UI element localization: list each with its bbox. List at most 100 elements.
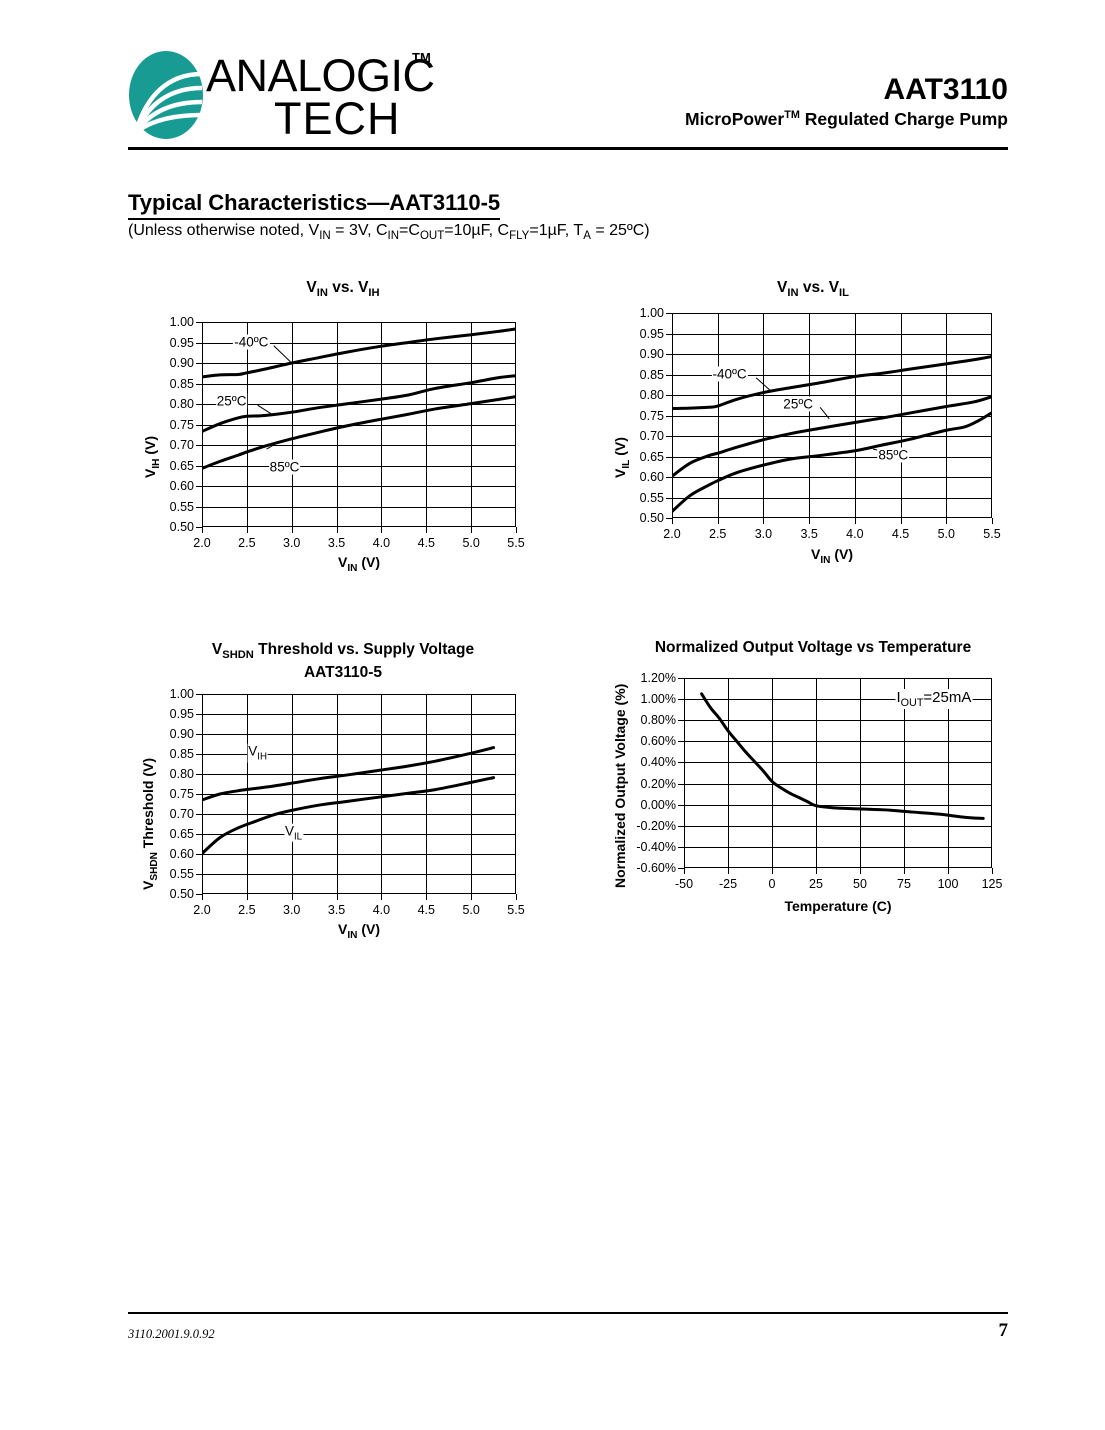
- y-tick-mark: [666, 313, 672, 314]
- y-tick-mark: [666, 354, 672, 355]
- x-tick-label: 4.5: [891, 527, 910, 541]
- gridline-horizontal: [684, 762, 992, 764]
- x-tick-mark: [291, 527, 293, 533]
- x-label-sub: IN: [820, 554, 831, 566]
- y-tick-mark: [196, 322, 202, 323]
- y-tick-label: 0.95: [169, 335, 194, 350]
- y-tick-label: 0.85: [169, 376, 194, 391]
- x-tick-label: 3.5: [327, 536, 346, 550]
- logo-trademark: TM: [412, 50, 431, 65]
- y-tick-label: 0.55: [639, 490, 664, 505]
- chart-title-part: V: [211, 641, 223, 658]
- gridline-horizontal: [202, 342, 516, 344]
- y-tick-mark: [678, 804, 684, 806]
- x-label-sub: IN: [347, 562, 358, 574]
- y-tick-mark: [196, 874, 202, 875]
- y-tick-label: 0.70: [169, 807, 194, 821]
- y-tick-mark: [666, 477, 672, 478]
- y-tick-label: 0.85: [169, 747, 194, 761]
- y-tick-mark: [196, 814, 202, 815]
- gridline-vertical: [728, 678, 729, 868]
- annotation-sub: IL: [293, 831, 303, 843]
- chart-title: VSHDN Threshold vs. Supply Voltage AAT31…: [128, 640, 558, 684]
- x-tick-mark: [336, 894, 338, 900]
- x-label-unit: (V): [357, 921, 380, 937]
- y-tick-label: 0.70: [169, 438, 194, 452]
- x-tick-mark: [684, 868, 685, 874]
- annotation-leader-line: [266, 444, 275, 450]
- x-tick-label: 2.5: [709, 527, 727, 541]
- x-tick-mark: [471, 527, 473, 533]
- curve-annotation: VIH: [247, 743, 268, 763]
- x-label-unit: (V): [357, 554, 380, 570]
- x-tick-mark: [381, 527, 383, 533]
- gridline-horizontal: [202, 424, 516, 426]
- y-tick-label: 0.75: [639, 408, 664, 423]
- gridline-horizontal: [672, 436, 992, 437]
- x-tick-mark: [816, 868, 817, 874]
- x-axis-label: VIN (V): [202, 554, 516, 574]
- y-tick-label: 0.55: [169, 499, 194, 514]
- y-tick-label: 1.00: [169, 687, 194, 701]
- x-tick-label: 5.0: [462, 536, 480, 550]
- chart-title-sub2: IL: [839, 287, 849, 300]
- page-title: Typical Characteristics—AAT3110-5: [128, 190, 501, 220]
- y-tick-mark: [196, 794, 202, 795]
- y-tick-mark: [666, 497, 672, 499]
- x-tick-mark: [992, 868, 993, 874]
- chart-vshdn-threshold: VSHDN Threshold vs. Supply Voltage AAT31…: [128, 640, 558, 941]
- header-title-block: AAT3110 MicroPowerTM Regulated Charge Pu…: [488, 73, 1008, 130]
- y-tick-mark: [678, 762, 684, 764]
- annotation-main: V: [284, 823, 294, 839]
- y-tick-mark: [666, 395, 672, 396]
- y-tick-mark: [196, 894, 202, 895]
- curve-annotation: VIL: [283, 823, 304, 843]
- x-tick-label: 2.5: [238, 903, 256, 917]
- gridline-horizontal: [672, 477, 992, 478]
- annotation-main: V: [248, 743, 258, 759]
- y-tick-mark: [678, 699, 684, 701]
- x-tick-mark: [246, 527, 248, 533]
- x-label-main: V: [338, 554, 348, 570]
- x-tick-mark: [471, 894, 473, 900]
- y-tick-label: 0.90: [169, 727, 194, 741]
- y-tick-mark: [666, 374, 672, 376]
- annotation-sub: IH: [257, 751, 267, 763]
- y-tick-label: 1.00%: [640, 692, 676, 707]
- y-tick-mark: [196, 342, 202, 344]
- gridline-horizontal: [672, 456, 992, 458]
- gridline-vertical: [381, 322, 383, 527]
- header-divider: [128, 147, 1008, 150]
- gridline-vertical: [717, 313, 719, 518]
- gridline-vertical: [809, 313, 811, 518]
- x-tick-label: 4.5: [417, 903, 435, 917]
- y-tick-label: 0.20%: [640, 776, 676, 791]
- y-tick-mark: [196, 527, 202, 528]
- gridline-horizontal: [684, 741, 992, 743]
- y-tick-mark: [196, 465, 202, 467]
- y-tick-label: 0.80: [639, 388, 664, 402]
- y-tick-label: 0.65: [639, 449, 664, 464]
- x-tick-mark: [246, 894, 248, 900]
- y-tick-label: 0.50: [169, 887, 194, 901]
- curve-layer: [700, 692, 985, 820]
- gridline-horizontal: [684, 846, 992, 848]
- x-tick-label: 3.0: [283, 536, 301, 550]
- x-tick-mark: [336, 527, 338, 533]
- x-tick-label: 0: [768, 877, 776, 891]
- y-tick-label: 1.00: [639, 306, 664, 320]
- gridline-horizontal: [202, 363, 516, 364]
- y-tick-label: 0.50: [639, 511, 664, 525]
- data-curve: [202, 395, 516, 470]
- x-tick-mark: [809, 518, 811, 524]
- x-tick-label: 125: [981, 877, 1003, 891]
- y-tick-label: 0.40%: [640, 755, 676, 770]
- x-tick-label: 5.0: [937, 527, 955, 541]
- gridline-vertical: [904, 678, 905, 868]
- data-curve: [672, 354, 992, 411]
- x-tick-mark: [900, 518, 902, 524]
- x-tick-label: 2.5: [238, 536, 256, 550]
- data-curve: [202, 374, 516, 433]
- chart-normalized-output-voltage: Normalized Output Voltage vs Temperature…: [598, 638, 1028, 928]
